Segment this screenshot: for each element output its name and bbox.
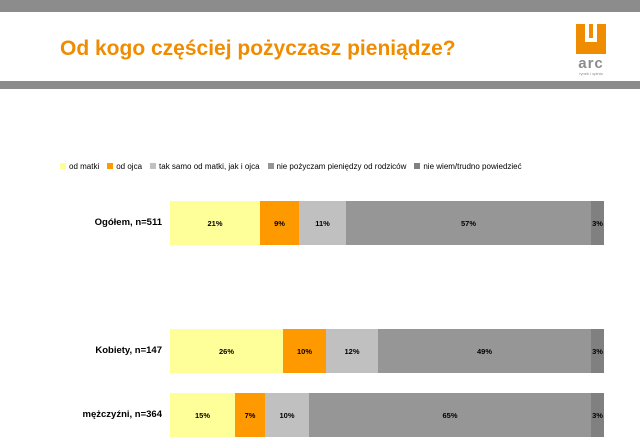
bar-segment: 15% bbox=[170, 393, 235, 437]
bar-row: 21% 9% 11% 57% 3% bbox=[170, 201, 604, 245]
logo-text: arc bbox=[578, 55, 604, 72]
bar-segment: 12% bbox=[326, 329, 378, 373]
legend-item-2: tak samo od matki, jak i ojca bbox=[150, 161, 260, 171]
bar-segment: 10% bbox=[283, 329, 326, 373]
bar-segment: 3% bbox=[591, 393, 604, 437]
legend-swatch bbox=[60, 163, 66, 169]
page-title: Od kogo częściej pożyczasz pieniądze? bbox=[60, 37, 456, 60]
legend-item-0: od matki bbox=[60, 162, 99, 171]
legend-label: nie pożyczam pieniędzy od rodziców bbox=[276, 161, 407, 171]
legend-label: od matki bbox=[69, 161, 100, 171]
title-bar: Od kogo częściej pożyczasz pieniądze? bbox=[0, 12, 640, 87]
legend-item-3: nie pożyczam pieniędzy od rodziców bbox=[267, 161, 407, 171]
top-bar bbox=[0, 0, 640, 12]
bar-row: 15% 7% 10% 65% 3% bbox=[170, 393, 604, 437]
bar-segment: 49% bbox=[378, 329, 591, 373]
logo-subtext: rynek i opinia bbox=[579, 71, 603, 76]
bar-segment: 65% bbox=[309, 393, 591, 437]
legend-label: nie wiem/trudno powiedzieć bbox=[423, 161, 522, 171]
category-label: mężczyźni, n=364 bbox=[82, 409, 162, 420]
bar-segment: 10% bbox=[265, 393, 309, 437]
bar-segment: 7% bbox=[235, 393, 265, 437]
category-label: Ogółem, n=511 bbox=[94, 217, 162, 228]
chart-legend: od matki od ojca tak samo od matki, jak i … bbox=[60, 159, 620, 173]
bar-segment: 3% bbox=[591, 329, 604, 373]
title-underline-bar bbox=[0, 81, 640, 89]
arc-logo-icon bbox=[576, 20, 606, 54]
bar-segment: 11% bbox=[299, 201, 346, 245]
legend-item-4: nie wiem/trudno powiedzieć bbox=[414, 161, 522, 171]
bar-segment: 26% bbox=[170, 329, 283, 373]
legend-item-1: od ojca bbox=[107, 162, 142, 171]
legend-swatch bbox=[414, 163, 421, 169]
bar-row: 26% 10% 12% 49% 3% bbox=[170, 329, 604, 373]
legend-swatch bbox=[267, 163, 274, 169]
legend-swatch bbox=[150, 163, 157, 169]
bar-segment: 21% bbox=[170, 201, 260, 245]
bar-segment: 57% bbox=[346, 201, 591, 245]
legend-label: od ojca bbox=[116, 161, 143, 171]
category-label: Kobiety, n=147 bbox=[95, 345, 162, 356]
legend-swatch bbox=[107, 163, 114, 169]
bar-segment: 3% bbox=[591, 201, 604, 245]
bar-segment: 9% bbox=[260, 201, 299, 245]
legend-label: tak samo od matki, jak i ojca bbox=[159, 161, 260, 171]
